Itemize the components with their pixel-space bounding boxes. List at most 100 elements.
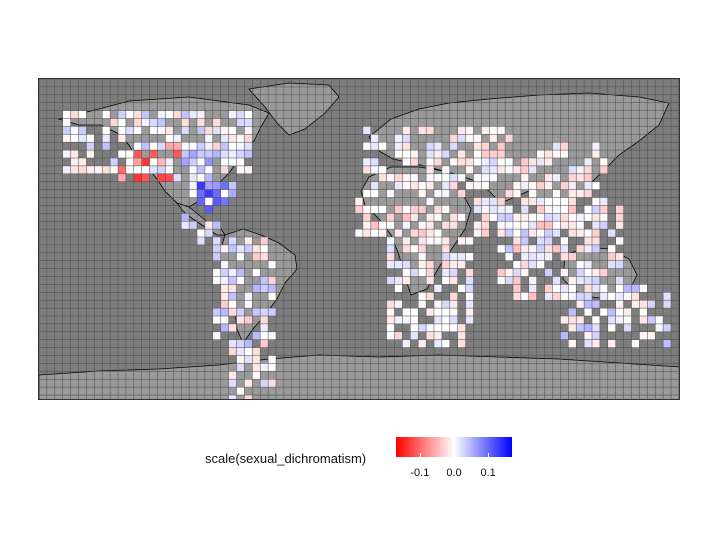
grid-cell xyxy=(441,268,450,277)
grid-cell xyxy=(370,134,379,143)
grid-cell xyxy=(441,339,450,348)
grid-cell xyxy=(489,134,498,143)
grid-cell xyxy=(228,292,237,301)
grid-cell xyxy=(370,189,379,198)
grid-cell xyxy=(181,150,190,158)
grid-cell xyxy=(663,292,671,301)
grid-cell xyxy=(426,165,434,174)
grid-cell xyxy=(441,323,450,332)
grid-cell xyxy=(568,323,577,332)
grid-cell xyxy=(268,379,276,388)
grid-cell xyxy=(386,300,395,309)
grid-cell xyxy=(362,165,371,174)
grid-cell xyxy=(204,181,213,190)
grid-cell xyxy=(584,308,592,316)
grid-cell xyxy=(592,197,600,206)
grid-cell xyxy=(552,150,561,158)
grid-cell xyxy=(244,316,253,324)
grid-cell xyxy=(568,205,577,214)
legend: scale(sexual_dichromatism) -0.1 0.0 0.1 xyxy=(0,430,718,490)
grid-cell xyxy=(394,134,403,143)
grid-cell xyxy=(481,173,490,182)
grid-cell xyxy=(268,363,276,372)
grid-cell xyxy=(536,150,545,158)
grid-cell xyxy=(592,181,600,190)
grid-cell xyxy=(536,197,545,206)
grid-cell xyxy=(528,229,537,237)
grid-cell xyxy=(394,150,403,158)
grid-cell xyxy=(560,213,569,222)
grid-cell xyxy=(197,158,205,166)
grid-cell xyxy=(434,339,442,348)
grid-cell xyxy=(197,150,205,158)
grid-cell xyxy=(118,165,126,174)
grid-cell xyxy=(260,284,269,293)
grid-cell xyxy=(165,165,174,174)
grid-cell xyxy=(133,165,142,174)
grid-cell xyxy=(378,221,387,230)
grid-cell xyxy=(244,237,253,245)
grid-cell xyxy=(599,213,608,222)
legend-tick-label: 0.0 xyxy=(446,467,462,479)
grid-cell xyxy=(236,244,245,253)
grid-cell xyxy=(370,205,379,214)
grid-cell xyxy=(362,142,371,151)
grid-cell xyxy=(663,339,671,348)
grid-cell xyxy=(544,197,553,206)
grid-cell xyxy=(536,244,545,253)
grid-cell xyxy=(394,181,403,190)
grid-cell xyxy=(386,189,395,198)
grid-cell xyxy=(615,300,624,309)
grid-cell xyxy=(497,221,506,230)
grid-cell xyxy=(552,213,561,222)
grid-cell xyxy=(473,150,482,158)
grid-cell xyxy=(513,237,521,245)
grid-cell xyxy=(141,158,150,166)
grid-cell xyxy=(513,244,521,253)
grid-cell xyxy=(560,331,569,340)
grid-cell xyxy=(473,134,482,143)
grid-cell xyxy=(449,260,458,269)
grid-cell xyxy=(252,268,261,277)
grid-cell xyxy=(173,150,182,158)
antarctica-land xyxy=(39,354,679,399)
grid-cell xyxy=(449,134,458,143)
grid-cell xyxy=(599,165,608,174)
grid-cell xyxy=(118,134,126,143)
grid-cell xyxy=(505,134,513,143)
grid-cell xyxy=(520,205,529,214)
grid-cell xyxy=(86,134,95,143)
grid-cell xyxy=(528,221,537,230)
grid-cell xyxy=(552,197,561,206)
grid-cell xyxy=(576,316,585,324)
grid-cell xyxy=(418,300,427,309)
grid-cell xyxy=(560,197,569,206)
grid-cell xyxy=(536,205,545,214)
grid-cell xyxy=(244,339,253,348)
grid-cell xyxy=(78,134,87,143)
grid-cell xyxy=(497,205,506,214)
grid-cell xyxy=(520,268,529,277)
grid-cell xyxy=(252,244,261,253)
grid-cell xyxy=(402,221,411,230)
grid-cell xyxy=(102,142,111,151)
grid-cell xyxy=(520,260,529,269)
grid-cell xyxy=(378,142,387,151)
grid-cell xyxy=(204,229,213,237)
grid-cell xyxy=(434,237,442,245)
grid-cell xyxy=(560,268,569,277)
grid-cell xyxy=(260,308,269,316)
grid-cell xyxy=(370,158,379,166)
grid-cell xyxy=(252,252,261,261)
grid-cell xyxy=(560,205,569,214)
grid-cell xyxy=(173,110,182,119)
grid-cell xyxy=(252,355,261,364)
grid-cell xyxy=(260,237,269,245)
grid-cell xyxy=(204,205,213,214)
grid-cell xyxy=(220,142,229,151)
grid-cell xyxy=(204,189,213,198)
grid-cell xyxy=(165,110,174,119)
grid-cell xyxy=(228,300,237,309)
grid-cell xyxy=(386,316,395,324)
grid-cell xyxy=(473,158,482,166)
